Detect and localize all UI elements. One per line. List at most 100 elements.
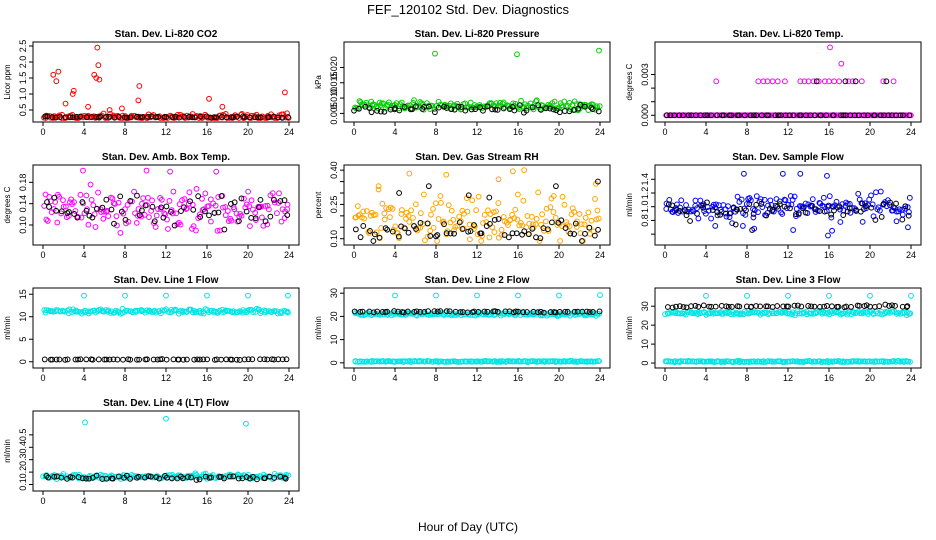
data-point — [163, 114, 170, 120]
data-point — [186, 113, 192, 120]
data-point — [249, 356, 256, 363]
data-point — [432, 200, 439, 207]
data-point — [494, 106, 501, 113]
data-point — [589, 309, 596, 315]
x-tick-label: 0 — [351, 127, 356, 137]
data-point — [285, 114, 291, 120]
data-point — [873, 189, 879, 196]
data-point — [168, 208, 174, 215]
data-point — [726, 210, 733, 217]
x-tick-label: 0 — [40, 496, 45, 506]
data-point — [542, 358, 549, 365]
x-tick-label: 8 — [122, 250, 127, 260]
x-tick-label: 16 — [202, 127, 212, 137]
data-point — [559, 193, 566, 200]
x-tick-label: 24 — [595, 373, 605, 383]
data-point — [797, 78, 804, 85]
data-point — [284, 212, 291, 218]
y-tick-label: 0.015 — [329, 72, 339, 95]
data-point — [86, 212, 93, 219]
data-point — [74, 214, 81, 221]
x-tick-label: 4 — [81, 373, 86, 383]
data-point — [817, 309, 824, 316]
panel-title: Stan. Dev. Gas Stream RH — [415, 152, 538, 163]
data-point — [734, 206, 740, 213]
data-point — [712, 223, 719, 229]
data-point — [567, 230, 574, 237]
data-point — [193, 477, 200, 483]
data-point — [103, 196, 110, 203]
data-point — [471, 223, 478, 230]
data-point — [687, 358, 694, 365]
y-tick-label: 0.000 — [640, 104, 650, 127]
data-point — [502, 308, 509, 315]
data-point — [363, 208, 370, 214]
data-point — [529, 104, 536, 111]
data-point — [749, 227, 756, 233]
data-point — [564, 308, 571, 315]
y-axis-label: kPa — [314, 75, 323, 89]
data-point — [394, 230, 401, 236]
figure-title: FEF_120102 Std. Dev. Diagnostics — [367, 2, 570, 17]
data-point — [481, 211, 488, 218]
data-point — [377, 108, 384, 115]
data-point — [883, 308, 889, 315]
data-point — [813, 78, 820, 85]
data-point — [687, 218, 693, 224]
data-point — [821, 208, 828, 215]
data-point — [401, 225, 408, 232]
data-point — [842, 78, 849, 85]
data-point — [421, 308, 428, 315]
data-point — [738, 196, 745, 203]
data-point — [808, 303, 815, 310]
panel-8: Stan. Dev. Line 3 Flow 0 4 8 12 16 20 24 0 10 20 30… — [625, 275, 922, 383]
data-point — [750, 112, 757, 119]
data-point — [835, 303, 842, 310]
panel-1: Stan. Dev. Li-820 Pressure 0 4 8 12 16 20 24 0.0… — [314, 29, 611, 137]
data-point — [206, 95, 212, 102]
data-point — [562, 225, 569, 231]
y-tick-label: 0 — [329, 360, 339, 365]
data-point — [184, 474, 191, 480]
data-point — [723, 303, 730, 310]
data-point — [875, 204, 882, 211]
panel-2: Stan. Dev. Li-820 Temp. 0 4 8 12 16 20 24 0.000 0… — [625, 29, 922, 137]
data-point — [890, 78, 897, 85]
data-point — [592, 196, 598, 202]
data-point — [434, 232, 441, 238]
data-point — [566, 108, 573, 115]
data-point — [417, 219, 424, 226]
data-point — [140, 195, 147, 201]
data-point — [70, 114, 76, 121]
panel-6: Stan. Dev. Line 1 Flow 0 4 8 12 16 20 24 0 5 10 15 m… — [3, 275, 300, 383]
data-point — [392, 105, 398, 111]
data-point — [505, 234, 512, 241]
data-point — [254, 476, 260, 483]
x-tick-label: 12 — [472, 373, 482, 383]
data-point — [43, 473, 50, 479]
y-tick-label: 20 — [640, 320, 650, 330]
data-point — [876, 207, 883, 214]
data-point — [65, 213, 72, 219]
data-point — [838, 60, 845, 67]
data-point — [118, 208, 125, 215]
data-point — [202, 473, 209, 480]
data-point — [71, 199, 77, 206]
data-point — [435, 104, 442, 111]
data-point — [480, 107, 486, 114]
data-point — [389, 228, 396, 235]
data-point — [370, 238, 377, 244]
data-point — [454, 100, 461, 107]
data-point — [208, 474, 215, 481]
data-point — [78, 214, 85, 221]
plot-frame — [32, 287, 300, 369]
data-point — [667, 112, 674, 119]
data-point — [673, 303, 679, 310]
data-point — [811, 303, 818, 310]
y-tick-label: 0.8 — [640, 214, 650, 227]
data-point — [135, 206, 142, 212]
data-point — [663, 200, 670, 207]
data-point — [741, 170, 747, 177]
data-point — [494, 308, 501, 315]
data-point — [172, 113, 179, 120]
